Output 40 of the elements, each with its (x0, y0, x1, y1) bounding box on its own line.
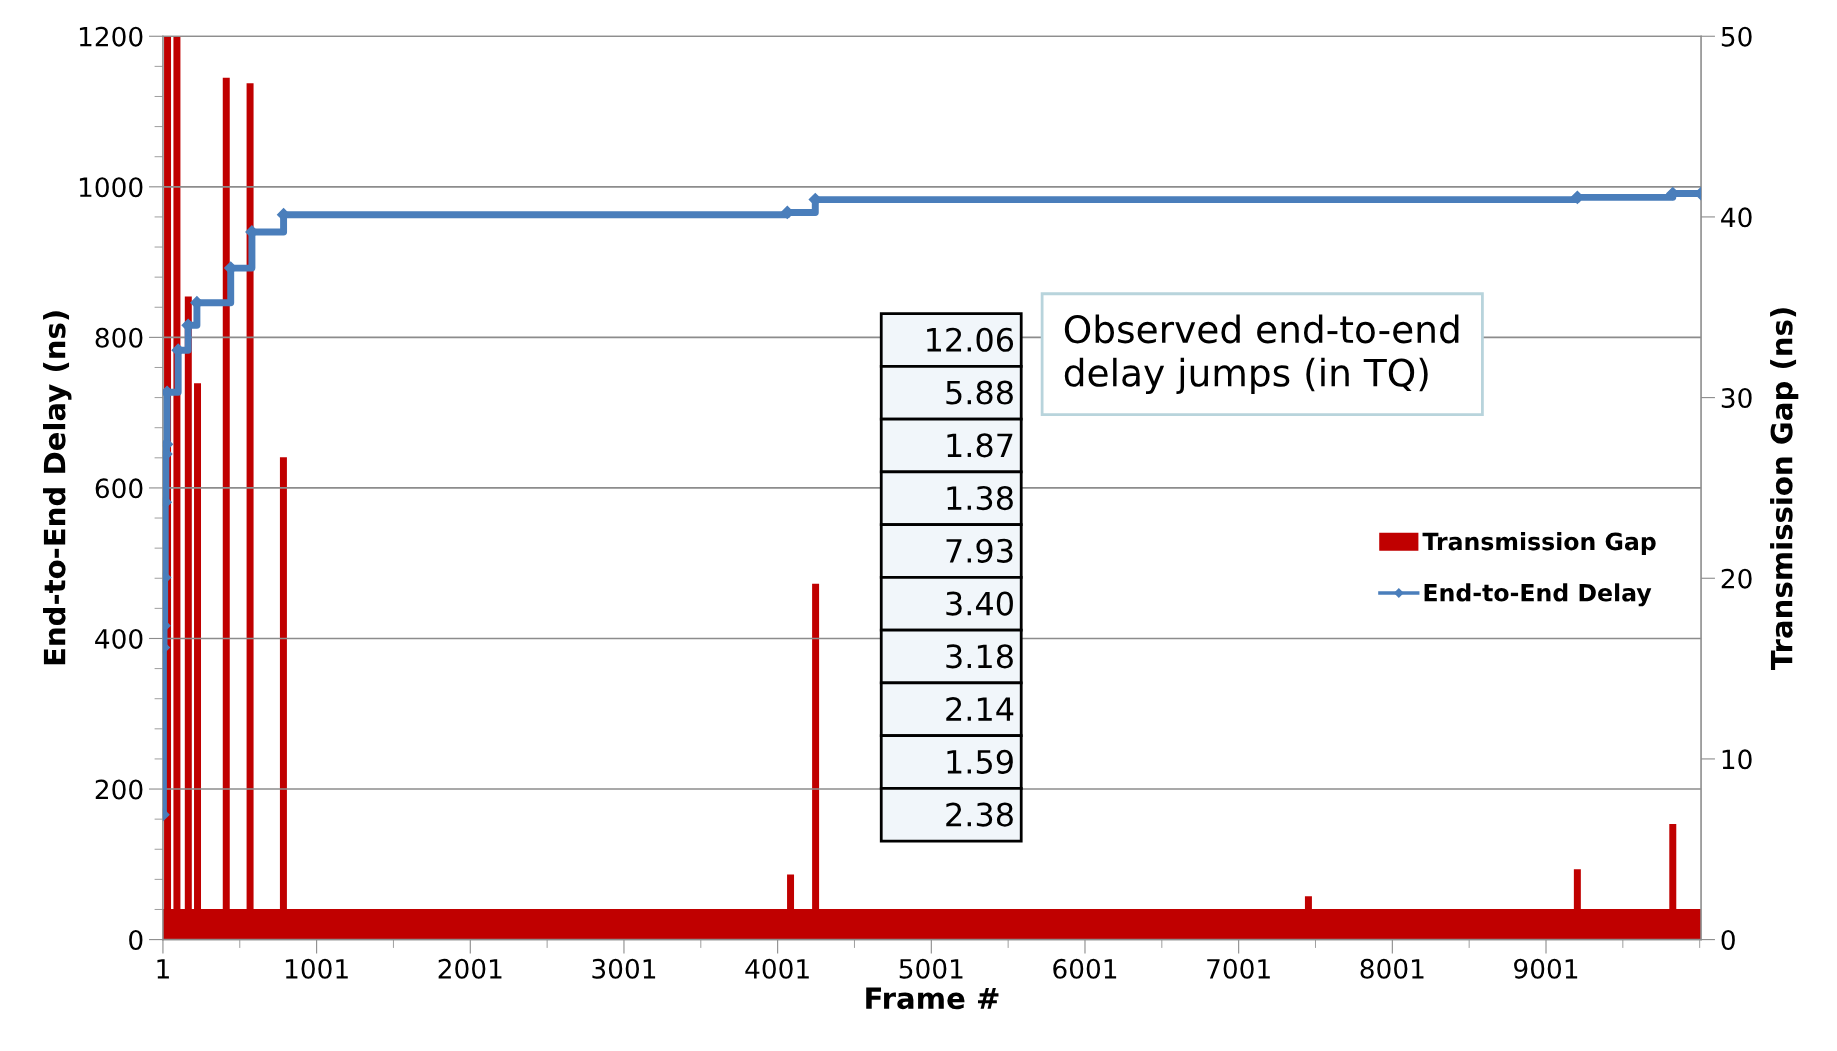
x-tick-label: 5001 (899, 958, 963, 979)
x-tick-label: 6001 (1053, 958, 1117, 979)
annotation: Observed end-to-end delay jumps (in TQ) (1064, 314, 1459, 395)
y-tick-label: 1000 (79, 177, 143, 198)
x-tick-label: 4001 (745, 958, 809, 979)
annotation: 1.38 (947, 485, 1013, 511)
x-tick-label: 1001 (285, 958, 348, 979)
x-tick-label: 8001 (1360, 958, 1424, 979)
y2-tick-label: 10 (1722, 749, 1752, 770)
y-tick-label: 400 (95, 628, 143, 649)
y-axis-title: End-to-End Delay (ns) (43, 311, 72, 665)
x-axis-title: Frame # (866, 987, 999, 1010)
legend-label: End-to-End Delay (1424, 583, 1652, 607)
annotation: 3.40 (946, 591, 1013, 616)
legend-label: Transmission Gap (1422, 532, 1656, 555)
x-tick-label: 3001 (592, 958, 656, 979)
annotation: 1.59 (947, 749, 1013, 774)
annotation: 2.38 (946, 802, 1013, 827)
y2-tick-label: 0 (1721, 930, 1735, 950)
annotation: 7.93 (946, 538, 1013, 563)
x-tick-label: 2001 (438, 958, 502, 979)
y-tick-label: 1200 (79, 26, 143, 47)
annotation: 5.88 (946, 380, 1013, 405)
annotation: 3.18 (946, 644, 1013, 669)
y2-tick-label: 40 (1721, 207, 1752, 228)
y-tick-label: 200 (95, 779, 143, 800)
annotation: 1.87 (947, 433, 1013, 458)
annotation: 2.14 (946, 696, 1014, 721)
y2-axis-title: Transmission Gap (ns) (1770, 308, 1799, 670)
point (1570, 190, 1584, 204)
y-tick-label: 800 (95, 327, 143, 348)
x-tick-label: 9001 (1514, 958, 1578, 979)
y-tick-label: 0 (129, 930, 143, 950)
y2-tick-label: 50 (1721, 26, 1752, 47)
y-tick-label: 600 (95, 478, 143, 499)
y2-tick-label: 30 (1721, 388, 1752, 408)
x-tick-label: 7001 (1207, 958, 1270, 979)
annotation: 12.06 (927, 327, 1014, 352)
x-tick-label: 1 (157, 959, 169, 979)
y2-tick-label: 20 (1721, 568, 1752, 589)
